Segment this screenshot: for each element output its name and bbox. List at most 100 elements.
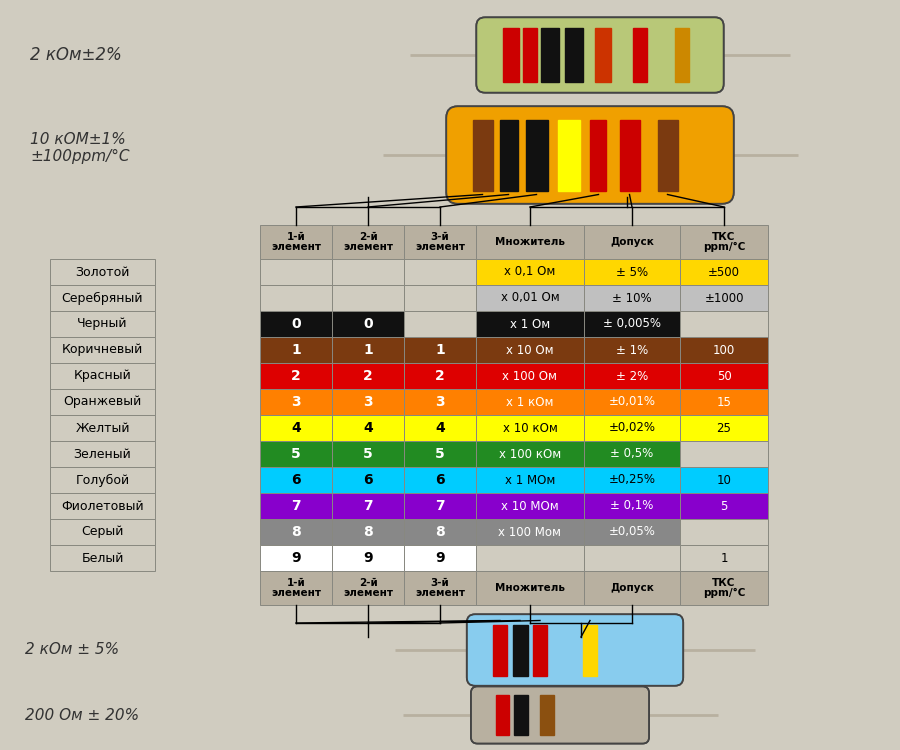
Text: Зеленый: Зеленый [74,448,131,460]
Bar [260,467,332,493]
Text: 2: 2 [363,369,373,383]
Text: 3: 3 [292,395,301,409]
Bar [260,441,332,467]
Text: 1: 1 [363,343,373,357]
Text: ±0,25%: ±0,25% [608,473,655,487]
Bar [584,441,680,467]
Bar [332,571,404,605]
Text: Допуск: Допуск [610,583,654,593]
Bar [680,571,768,605]
Bar [404,363,476,389]
Bar [260,363,332,389]
Bar [476,337,584,363]
Bar [584,363,680,389]
Text: 6: 6 [436,473,445,487]
Bar [260,415,332,441]
Bar [680,285,768,311]
Text: 1: 1 [291,343,301,357]
Bar [404,571,476,605]
Text: Множитель: Множитель [495,583,565,593]
Bar [503,28,519,82]
Text: х 10 МОм: х 10 МОм [501,500,559,512]
Bar [260,311,332,337]
Text: 6: 6 [292,473,301,487]
Bar [523,28,537,82]
Text: 2 кОм±2%: 2 кОм±2% [30,46,122,64]
Bar [50,363,155,389]
Text: 1-й
элемент: 1-й элемент [271,578,321,598]
Text: х 0,1 Ом: х 0,1 Ом [504,266,555,278]
Bar [619,119,640,190]
Text: 4: 4 [363,421,373,435]
FancyBboxPatch shape [471,686,649,743]
Bar [476,571,584,605]
Text: 8: 8 [435,525,445,539]
Bar [680,415,768,441]
Bar [472,119,492,190]
Bar [680,259,768,285]
Text: ± 5%: ± 5% [616,266,648,278]
Bar [584,519,680,545]
Bar [260,285,332,311]
Bar [50,467,155,493]
Bar [565,28,583,82]
Text: х 1 МОм: х 1 МОм [505,473,555,487]
Text: 9: 9 [364,551,373,565]
Bar [584,493,680,519]
Text: х 100 Мом: х 100 Мом [499,526,562,538]
Bar [404,519,476,545]
Text: х 100 Ом: х 100 Ом [502,370,557,382]
Bar [332,259,404,285]
Text: х 10 кОм: х 10 кОм [502,422,557,434]
Text: 50: 50 [716,370,732,382]
Bar [590,119,606,190]
Text: 3-й
элемент: 3-й элемент [415,232,465,253]
Bar [584,467,680,493]
Bar [50,415,155,441]
Text: 0: 0 [292,317,301,331]
Bar [513,625,528,676]
Bar [557,119,580,190]
Text: ± 2%: ± 2% [616,370,648,382]
Bar [476,389,584,415]
Text: х 1 кОм: х 1 кОм [506,395,554,409]
Bar [50,337,155,363]
Bar [404,337,476,363]
Text: ± 0,5%: ± 0,5% [610,448,653,460]
Bar [584,259,680,285]
Text: 1: 1 [435,343,445,357]
Bar [680,389,768,415]
Bar [404,415,476,441]
Bar [680,311,768,337]
Bar [332,285,404,311]
Bar [500,119,518,190]
Text: 25: 25 [716,422,732,434]
Bar [476,225,584,259]
Text: 10 кОМ±1%
±100ppm/°C: 10 кОМ±1% ±100ppm/°C [30,132,130,164]
Text: ± 10%: ± 10% [612,292,652,304]
Bar [633,28,647,82]
Bar [595,28,611,82]
Bar [332,441,404,467]
Text: Фиолетовый: Фиолетовый [61,500,144,512]
Bar [476,519,584,545]
Bar [680,363,768,389]
Bar [404,389,476,415]
Bar [584,389,680,415]
Text: Белый: Белый [81,551,123,565]
Text: 1-й
элемент: 1-й элемент [271,232,321,253]
Bar [50,389,155,415]
FancyBboxPatch shape [476,17,724,93]
Bar [50,259,155,285]
Bar [476,441,584,467]
Text: ±1000: ±1000 [704,292,743,304]
Text: 3-й
элемент: 3-й элемент [415,578,465,598]
Bar [332,225,404,259]
Text: х 100 кОм: х 100 кОм [499,448,561,460]
Bar [476,493,584,519]
Bar [260,571,332,605]
Text: ±0,02%: ±0,02% [608,422,655,434]
Bar [584,545,680,571]
Bar [260,389,332,415]
Bar [584,415,680,441]
